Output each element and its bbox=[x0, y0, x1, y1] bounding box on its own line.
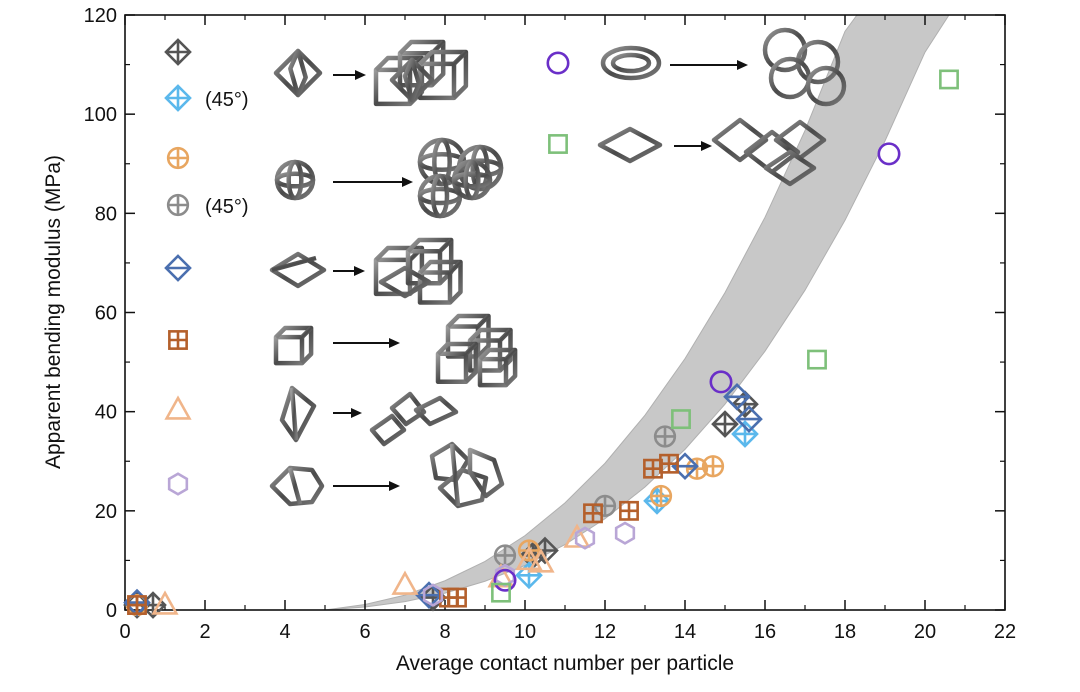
arrow-flat-rhombus bbox=[674, 141, 712, 151]
data-point-s4-p3 bbox=[723, 382, 751, 411]
arrow-hexagonal bbox=[333, 481, 400, 491]
data-point-s8-p2 bbox=[877, 142, 901, 166]
x-tick-label: 20 bbox=[914, 621, 936, 643]
arrow-bipyramid bbox=[333, 266, 365, 276]
data-point-s8-p0 bbox=[493, 568, 517, 592]
tick-labels: 0 2 4 6 8 10 12 14 16 18 20 22 0 20 40 60 80 100 120 bbox=[84, 5, 1017, 643]
hexagonal-particle-icon bbox=[269, 465, 325, 507]
legend-marker-3 bbox=[166, 193, 190, 217]
arrow-torus bbox=[670, 60, 748, 70]
y-tick-label: 0 bbox=[106, 600, 117, 622]
sphere-particle-icon bbox=[274, 159, 316, 201]
data-point-s3-p2 bbox=[653, 425, 677, 448]
data-point-s2-p2 bbox=[649, 484, 673, 508]
data-point-s9-p1 bbox=[671, 409, 691, 430]
legend-marker-8 bbox=[546, 51, 570, 75]
data-point-s5-p0 bbox=[127, 595, 147, 615]
arrow-cube bbox=[333, 338, 400, 348]
x-tick-label: 4 bbox=[279, 621, 290, 643]
data-point-s0-p5 bbox=[711, 410, 739, 438]
plot-frame bbox=[124, 14, 1006, 611]
x-tick-label: 2 bbox=[199, 621, 210, 643]
data-point-s9-p3 bbox=[939, 69, 959, 90]
data-point-s5-p2 bbox=[447, 587, 467, 608]
legend-marker-5 bbox=[168, 330, 188, 350]
data-point-s2-p4 bbox=[701, 455, 725, 478]
legend-marker-4 bbox=[164, 254, 192, 282]
x-tick-label: 6 bbox=[359, 621, 370, 643]
y-tick-label: 20 bbox=[95, 501, 117, 523]
x-axis-title: Average contact number per particle bbox=[396, 652, 734, 675]
legend-marker-0 bbox=[164, 38, 192, 66]
x-tick-label: 16 bbox=[754, 621, 776, 643]
legend-marker-2 bbox=[166, 146, 190, 170]
rhombus-cluster-image bbox=[369, 391, 459, 447]
y-tick-label: 100 bbox=[84, 104, 117, 126]
data-point-s5-p6 bbox=[659, 453, 679, 474]
data-point-s6-p4 bbox=[527, 548, 555, 573]
rhombus-particle-icon bbox=[279, 385, 317, 443]
data-point-s9-p2 bbox=[807, 349, 827, 370]
x-tick-label: 14 bbox=[674, 621, 696, 643]
data-point-s1-p1 bbox=[643, 487, 671, 515]
data-point-s6-p0 bbox=[151, 590, 179, 615]
bipyramid-particle-icon bbox=[269, 251, 327, 289]
y-axis-title: Apparent bending modulus (MPa) bbox=[42, 155, 65, 469]
legend-label-3: (45°) bbox=[205, 196, 249, 218]
particle-illustrations bbox=[269, 27, 847, 509]
arrow-octahedron bbox=[333, 70, 366, 80]
data-point-s7-p1 bbox=[494, 563, 516, 587]
x-tick-label: 12 bbox=[594, 621, 616, 643]
data-point-s3-p0 bbox=[493, 544, 517, 567]
x-tick-label: 18 bbox=[834, 621, 856, 643]
data-points bbox=[123, 69, 959, 619]
y-tick-label: 40 bbox=[95, 402, 117, 424]
y-tick-label: 80 bbox=[95, 203, 117, 225]
data-point-s5-p4 bbox=[619, 500, 639, 521]
legend-marker-7 bbox=[167, 472, 189, 496]
octahedron-particle-icon bbox=[273, 48, 323, 98]
sphere-cluster-image bbox=[417, 137, 504, 219]
data-point-s7-p2 bbox=[574, 526, 596, 550]
data-point-s4-p1 bbox=[415, 581, 443, 609]
torus-cluster-image bbox=[762, 27, 847, 107]
arrow-rhombus bbox=[333, 408, 362, 418]
cube-particle-icon bbox=[273, 325, 314, 366]
data-point-s6-p1 bbox=[391, 570, 419, 595]
legend-marker-9 bbox=[548, 134, 568, 154]
y-tick-label: 120 bbox=[84, 5, 117, 27]
torus-particle-icon bbox=[600, 45, 662, 81]
legend-label-1: (45°) bbox=[205, 89, 249, 111]
octahedron-cluster-image bbox=[373, 39, 469, 107]
flat-rhombus-cluster-image bbox=[711, 117, 827, 187]
bipyramid-cluster-image bbox=[373, 237, 463, 305]
data-point-s6-p5 bbox=[563, 523, 591, 548]
x-tick-label: 0 bbox=[119, 621, 130, 643]
legend-marker-1 bbox=[164, 84, 192, 112]
legend: (45°) (45°) bbox=[164, 38, 570, 496]
legend-marker-6 bbox=[164, 395, 192, 420]
data-point-s8-p1 bbox=[709, 370, 733, 394]
x-tick-label: 10 bbox=[514, 621, 536, 643]
x-tick-label: 8 bbox=[439, 621, 450, 643]
data-point-s7-p0 bbox=[422, 583, 444, 607]
data-point-s5-p3 bbox=[583, 503, 603, 524]
data-point-s4-p4 bbox=[735, 405, 763, 433]
data-point-s9-p0 bbox=[491, 582, 511, 603]
x-tick-label: 22 bbox=[994, 621, 1016, 643]
cube-cluster-image bbox=[435, 313, 518, 388]
flat-rhombus-particle-icon bbox=[597, 126, 663, 164]
data-point-s7-p3 bbox=[614, 521, 636, 545]
arrow-sphere bbox=[333, 177, 413, 187]
y-tick-label: 60 bbox=[95, 303, 117, 325]
hexagonal-cluster-image bbox=[429, 441, 505, 509]
data-point-s6-p3 bbox=[515, 545, 543, 571]
